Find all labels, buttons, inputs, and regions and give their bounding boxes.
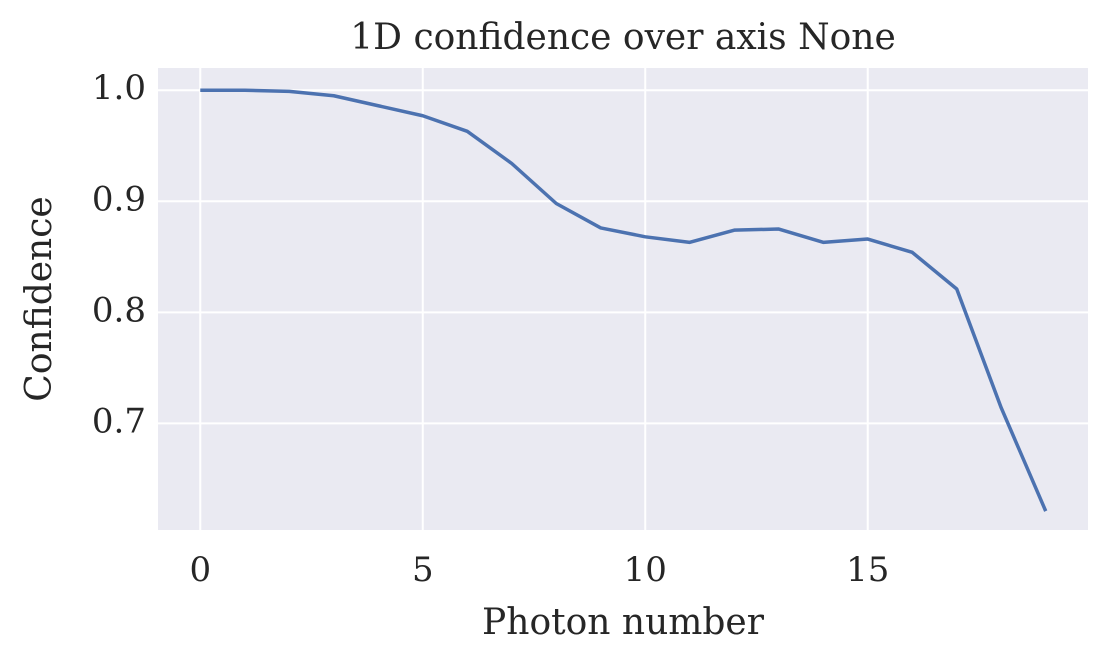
y-tick-label: 0.8: [92, 290, 146, 330]
y-tick-label: 0.7: [92, 401, 146, 441]
chart-title: 1D confidence over axis None: [350, 17, 896, 58]
marks: [200, 88, 1048, 512]
y-tick-label: 1.0: [92, 68, 146, 108]
x-axis-label: Photon number: [482, 602, 765, 643]
y-tick-label: 0.9: [92, 179, 146, 219]
grid: [158, 68, 1088, 530]
x-tick-label: 0: [189, 550, 211, 590]
x-tick-label: 15: [846, 550, 889, 590]
x-tick-label: 10: [624, 550, 667, 590]
x-tick-label: 5: [412, 550, 434, 590]
plot-area: [158, 68, 1088, 530]
y-axis-label: Confidence: [19, 196, 60, 401]
line-series: [200, 88, 1048, 512]
